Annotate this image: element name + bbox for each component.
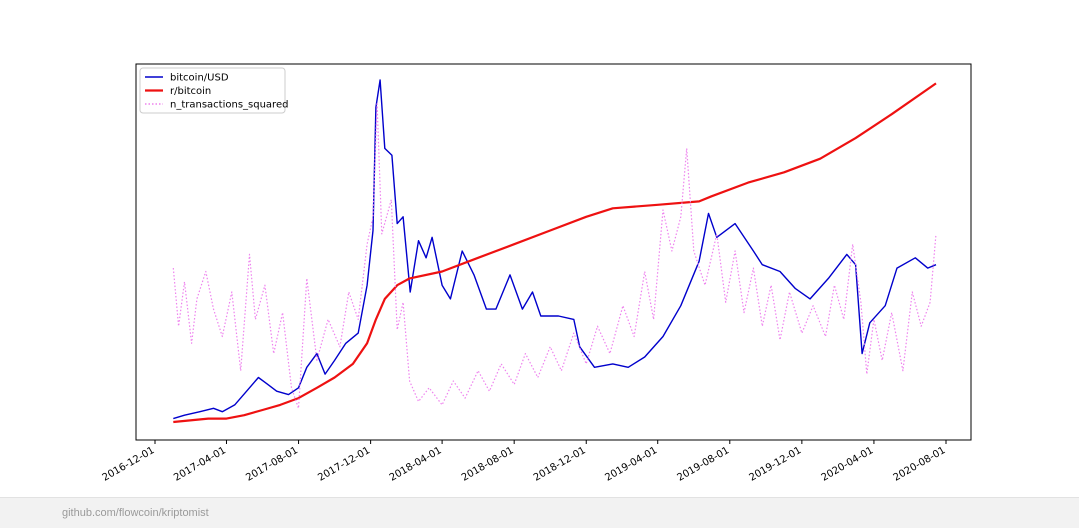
legend: bitcoin/USD r/bitcoin n_transactions_squar… <box>139 67 288 114</box>
x-tick-label: 2019-08-01 <box>675 445 731 484</box>
series-line-0 <box>173 79 937 420</box>
chart: 2016-12-01 2017-04-01 2017-08-01 2017-12-01… <box>101 63 972 484</box>
x-tick-label: 2017-12-01 <box>316 445 372 484</box>
legend-label-1: r/bitcoin <box>170 86 211 97</box>
series-line-2 <box>172 103 937 409</box>
legend-box <box>139 67 286 114</box>
x-tick-label: 2020-08-01 <box>892 445 948 484</box>
footer-bar: github.com/flowcoin/kriptomist <box>0 497 1079 528</box>
series-line-1 <box>173 82 937 424</box>
x-tick-label: 2019-04-01 <box>603 445 659 484</box>
footer-repo-link[interactable]: github.com/flowcoin/kriptomist <box>62 507 209 519</box>
legend-label-0: bitcoin/USD <box>170 73 229 84</box>
x-tick-label: 2018-08-01 <box>460 445 516 484</box>
legend-label-2: n_transactions_squared <box>170 100 288 111</box>
plot-frame <box>135 63 972 441</box>
x-tick-label: 2018-04-01 <box>388 445 444 484</box>
x-tick-label: 2017-08-01 <box>244 445 300 484</box>
x-tick-label: 2016-12-01 <box>101 445 157 484</box>
x-tick-label: 2019-12-01 <box>748 445 804 484</box>
x-tick-label: 2020-04-01 <box>820 445 876 484</box>
x-tick-label: 2017-04-01 <box>172 445 228 484</box>
x-tick-label: 2018-12-01 <box>532 445 588 484</box>
